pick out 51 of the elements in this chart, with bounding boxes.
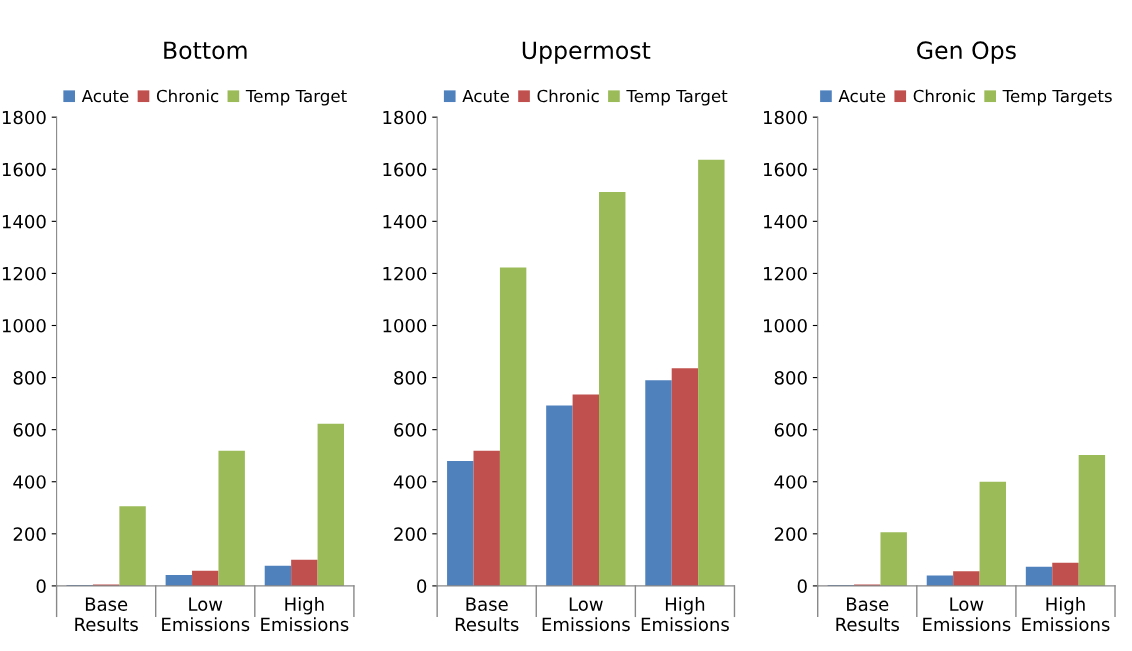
legend-label: Chronic <box>537 89 599 103</box>
y-tick-label: 1600 <box>383 162 427 177</box>
y-tick-label: 1200 <box>2 266 46 281</box>
legend-label: Temp Target <box>245 89 347 106</box>
legend-label: Acute <box>462 89 509 103</box>
y-tick-label: 1800 <box>764 110 807 125</box>
y-tick-label: 600 <box>774 423 807 437</box>
x-tick-label: Low Emissions <box>923 597 1011 632</box>
y-tick-label: 800 <box>13 371 46 385</box>
legend-label: Temp Targets <box>1002 89 1112 106</box>
y-tick-label: 1200 <box>764 266 807 281</box>
x-tick-label: Low Emissions <box>542 597 630 632</box>
y-tick-label: 200 <box>394 527 427 541</box>
y-tick-label: 0 <box>36 579 46 594</box>
x-tick-label: Base Results <box>836 597 899 632</box>
legend-label: Temp Target <box>626 89 728 106</box>
x-tick-label: High Emissions <box>261 597 349 632</box>
y-tick-label: 1600 <box>764 162 807 177</box>
y-tick-label: 200 <box>774 527 807 541</box>
chart-title: Bottom <box>164 41 247 60</box>
legend-label: Chronic <box>156 89 219 103</box>
x-tick-label: Base Results <box>455 597 519 632</box>
y-tick-label: 1000 <box>383 318 427 333</box>
y-tick-label: 800 <box>394 371 427 385</box>
legend-label: Acute <box>81 89 129 103</box>
y-tick-label: 400 <box>774 475 807 489</box>
y-tick-label: 400 <box>393 475 427 489</box>
x-tick-label: High Emissions <box>1022 597 1110 632</box>
y-tick-label: 600 <box>13 423 46 437</box>
y-tick-label: 400 <box>13 475 46 489</box>
y-tick-label: 1400 <box>383 214 427 229</box>
x-tick-label: Base Results <box>75 597 138 632</box>
y-tick-label: 1800 <box>383 110 427 125</box>
y-tick-label: 1000 <box>2 318 46 333</box>
legend-label: Acute <box>838 89 886 103</box>
y-tick-label: 1200 <box>383 266 427 281</box>
x-tick-label: Low Emissions <box>162 597 250 632</box>
y-tick-label: 0 <box>417 579 427 594</box>
y-tick-label: 0 <box>797 579 807 594</box>
y-tick-label: 1800 <box>2 110 46 125</box>
y-tick-label: 800 <box>774 371 807 385</box>
y-tick-label: 1600 <box>2 162 46 177</box>
chart-title: Gen Ops <box>917 41 1016 64</box>
y-tick-label: 1400 <box>2 214 46 229</box>
y-tick-label: 600 <box>394 423 427 437</box>
y-tick-label: 1400 <box>764 214 807 229</box>
y-tick-label: 1000 <box>764 318 807 333</box>
legend-label: Chronic <box>913 89 975 103</box>
chart-title: Uppermost <box>522 41 651 64</box>
x-tick-label: High Emissions <box>641 597 729 632</box>
y-tick-label: 200 <box>13 527 46 541</box>
